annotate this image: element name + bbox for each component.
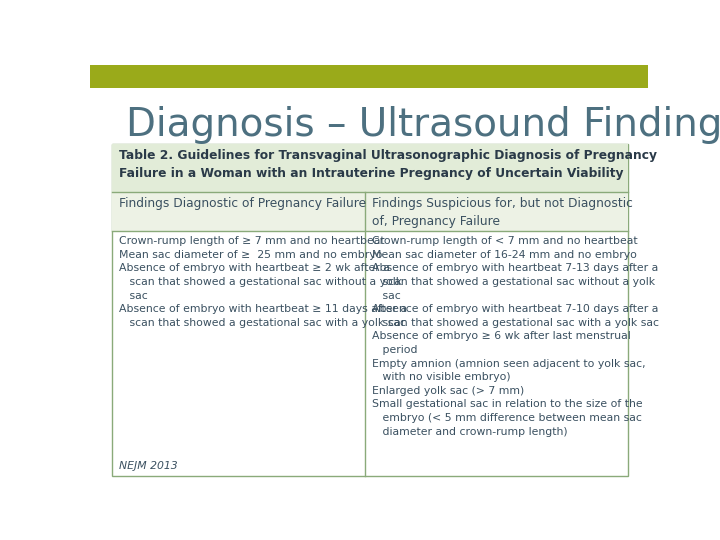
- Text: Diagnosis – Ultrasound Findings: Diagnosis – Ultrasound Findings: [126, 106, 720, 144]
- Bar: [112, 192, 629, 231]
- Bar: [112, 144, 629, 192]
- Bar: [112, 144, 629, 476]
- Text: Crown-rump length of < 7 mm and no heartbeat
Mean sac diameter of 16-24 mm and n: Crown-rump length of < 7 mm and no heart…: [372, 236, 659, 436]
- Text: Crown-rump length of ≥ 7 mm and no heartbeat
Mean sac diameter of ≥  25 mm and n: Crown-rump length of ≥ 7 mm and no heart…: [119, 236, 407, 328]
- Text: Findings Suspicious for, but not Diagnostic
of, Pregnancy Failure: Findings Suspicious for, but not Diagnos…: [372, 197, 633, 227]
- Text: NEJM 2013: NEJM 2013: [119, 462, 178, 471]
- Bar: [90, 65, 648, 87]
- Text: Findings Diagnostic of Pregnancy Failure: Findings Diagnostic of Pregnancy Failure: [119, 197, 366, 210]
- Text: Table 2. Guidelines for Transvaginal Ultrasonographic Diagnosis of Pregnancy
Fai: Table 2. Guidelines for Transvaginal Ult…: [119, 149, 657, 180]
